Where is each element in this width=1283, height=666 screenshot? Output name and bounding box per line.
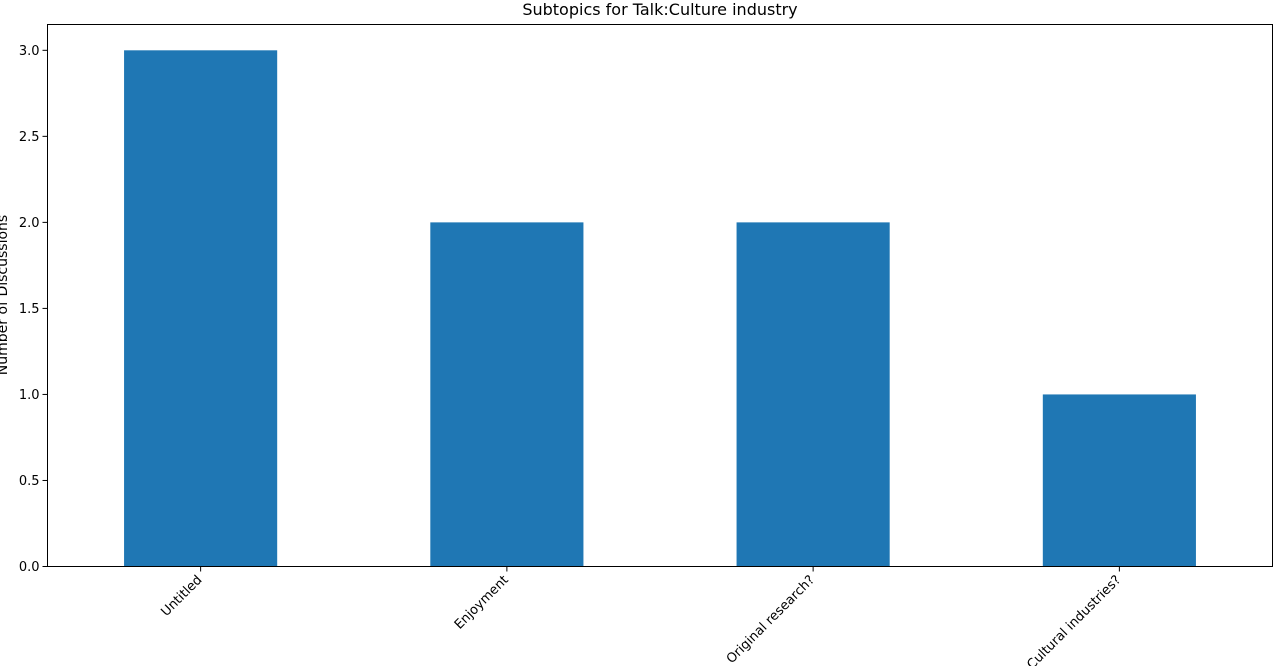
y-tick-label: 3.0 [19,44,40,59]
bar [1042,394,1196,567]
chart-title: Subtopics for Talk:Culture industry [522,0,797,19]
y-axis: 0.0 0.5 1.0 1.5 2.0 2.5 3.0 [19,44,48,575]
bar [124,50,278,567]
x-axis: Untitled Enjoyment Original research? Cultu… [158,566,1124,666]
plot-frame [47,24,1273,567]
y-tick-label: 1.0 [19,388,40,403]
x-tick-label: Cultural industries? [1024,573,1124,666]
y-tick-label: 2.5 [19,130,40,145]
y-axis-label: Number of Discussions [0,215,11,375]
y-tick-label: 0.5 [19,474,40,489]
x-tick-label: Enjoyment [452,573,512,633]
x-tick-label: Original research? [724,573,818,666]
bar [430,222,584,567]
y-tick-label: 0.0 [19,560,40,575]
bar [736,222,890,567]
y-tick-label: 2.0 [19,216,40,231]
x-tick-label: Untitled [158,573,205,620]
bars-group [124,50,1196,567]
y-tick-label: 1.5 [19,302,40,317]
